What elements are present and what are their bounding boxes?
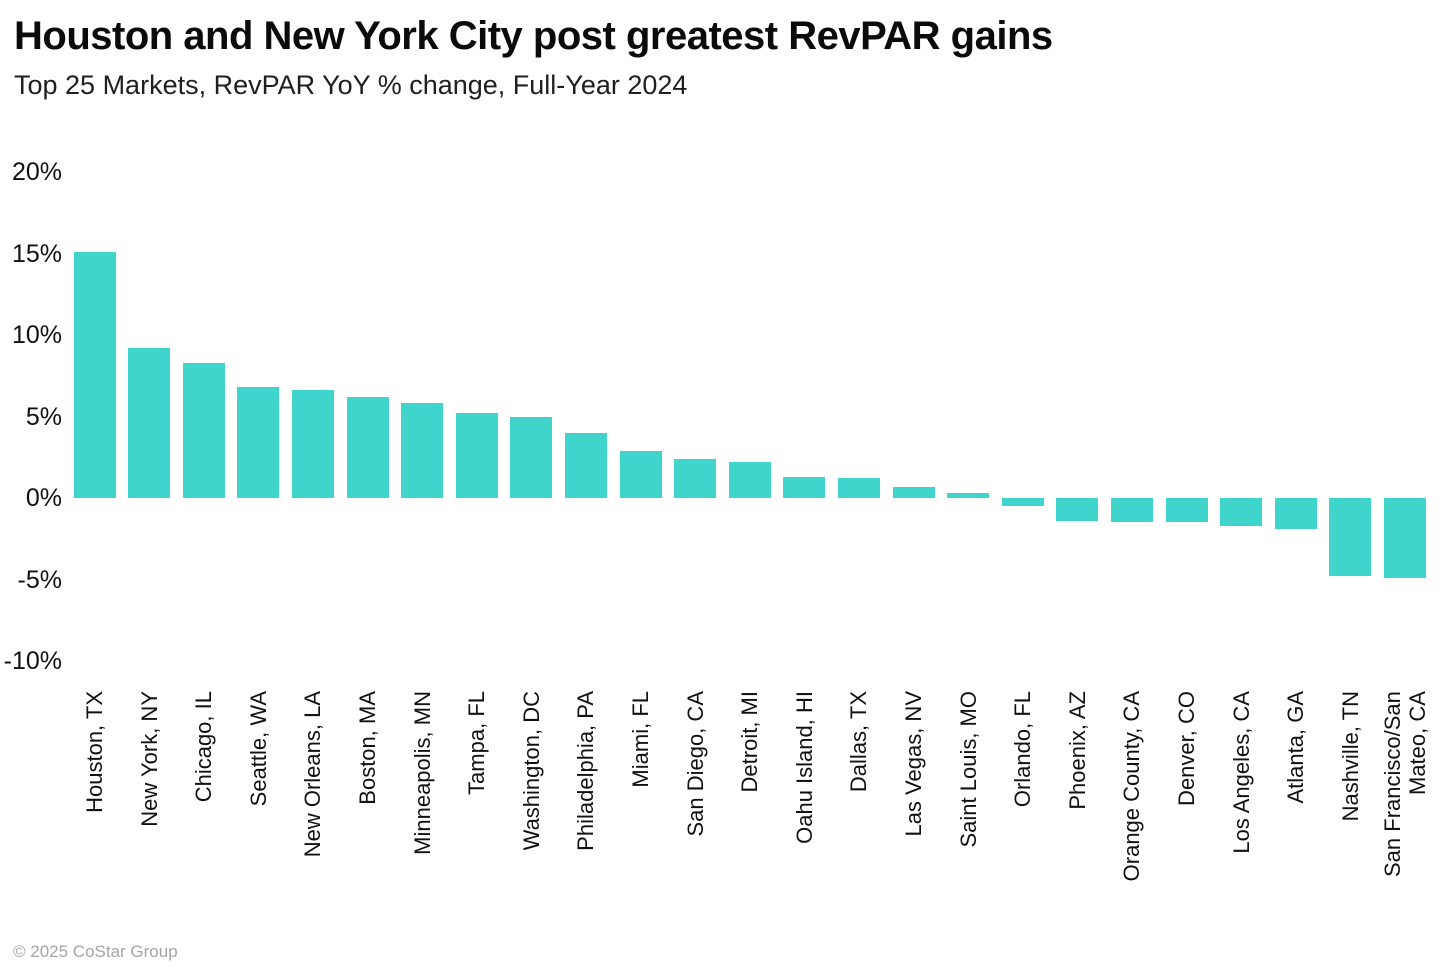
x-axis-category-label: Orange County, CA (1102, 691, 1162, 881)
x-axis-category-label: Houston, TX (65, 691, 125, 813)
x-axis-category-label: Minneapolis, MN (392, 691, 452, 855)
x-axis-category-label-text: Atlanta, GA (1283, 691, 1309, 804)
x-axis-category-label-text: Chicago, IL (191, 691, 217, 803)
bar (564, 432, 607, 498)
x-axis-category-label-text: Boston, MA (355, 691, 380, 805)
copyright-footer: © 2025 CoStar Group (13, 942, 178, 961)
x-axis-category-label: Los Angeles, CA (1211, 691, 1271, 854)
x-axis-category-label: Washington, DC (501, 691, 561, 850)
x-axis-category-label: San Francisco/San Mateo, CA (1375, 691, 1435, 909)
x-axis-category-label: Detroit, MI (720, 691, 780, 792)
bar (728, 462, 771, 498)
x-axis-category-label-text: Washington, DC (518, 691, 544, 851)
bar (619, 450, 662, 498)
x-axis-category-label: Miami, FL (611, 691, 671, 788)
x-axis-category-label-text: Detroit, MI (737, 691, 763, 793)
x-axis-category-label-text: Denver, CO (1174, 691, 1199, 806)
x-axis-category-label: Saint Louis, MO (938, 691, 998, 848)
x-axis-category-label: Atlanta, GA (1266, 691, 1326, 804)
x-axis-category-label: New Orleans, LA (283, 691, 343, 857)
x-axis-category-label-text: Miami, FL (628, 691, 653, 788)
x-axis-category-label-text: Philadelphia, PA (573, 691, 599, 851)
x-axis-category-label: Phoenix, AZ (1047, 691, 1107, 810)
bar (1274, 498, 1317, 529)
bar (1220, 498, 1263, 526)
x-axis-category-label: Orlando, FL (993, 691, 1053, 807)
bar (837, 478, 880, 498)
x-axis-category-label-text: Houston, TX (82, 691, 107, 813)
x-axis-category-label: San Diego, CA (665, 691, 725, 837)
bar (1056, 498, 1099, 521)
bar (783, 476, 826, 498)
bar (73, 251, 116, 498)
x-axis-category-label-text: Orange County, CA (1119, 691, 1145, 882)
x-axis-category-label-text: Saint Louis, MO (955, 691, 981, 848)
y-axis-tick-label: -5% (17, 565, 62, 594)
chart-title: Houston and New York City post greatest … (14, 14, 1053, 58)
x-axis-category-label-text: Tampa, FL (464, 691, 490, 795)
x-axis-category-label-text: Las Vegas, NV (901, 691, 926, 837)
bar (947, 493, 990, 498)
bar (128, 348, 171, 498)
y-axis-tick-label: 0% (25, 484, 62, 512)
x-axis-category-label-text: San Francisco/San Mateo, CA (1379, 691, 1430, 877)
y-axis-tick-label: -10% (3, 647, 62, 675)
bar (892, 486, 935, 498)
x-axis-category-label: Nashville, TN (1320, 691, 1380, 821)
bar (1165, 498, 1208, 523)
x-axis-category-label-text: New York, NY (136, 691, 162, 827)
chart-subtitle: Top 25 Markets, RevPAR YoY % change, Ful… (14, 70, 688, 100)
y-axis-tick-label: 10% (11, 321, 62, 349)
bar (1329, 498, 1372, 577)
x-axis-category-label-text: Phoenix, AZ (1064, 691, 1090, 810)
y-axis-tick-label: 15% (11, 239, 62, 268)
x-axis-category-label: Seattle, WA (228, 691, 288, 806)
bar (346, 396, 389, 498)
y-axis-tick-label: 5% (25, 402, 62, 431)
bar (237, 387, 280, 498)
x-axis-category-label: Dallas, TX (829, 691, 889, 792)
x-axis-category-label: Denver, CO (1157, 691, 1217, 806)
bar (182, 362, 225, 498)
x-axis-category-label-text: New Orleans, LA (300, 691, 326, 858)
x-axis-category-label-text: San Diego, CA (682, 691, 708, 837)
x-axis-category-label: New York, NY (119, 691, 179, 827)
bar (401, 403, 444, 498)
bar (510, 416, 553, 498)
x-axis-category-label: Las Vegas, NV (884, 691, 944, 837)
x-axis-category-label-text: Orlando, FL (1010, 691, 1036, 808)
bar (674, 458, 717, 498)
x-axis-category-label-text: Dallas, TX (846, 691, 872, 793)
x-axis-category-label: Chicago, IL (174, 691, 234, 802)
bar (291, 390, 334, 498)
bar (1110, 498, 1153, 523)
x-axis-category-label: Philadelphia, PA (556, 691, 616, 851)
x-axis-category-label: Tampa, FL (447, 691, 507, 795)
bar (1001, 498, 1044, 507)
x-axis-category-label: Oahu Island, HI (774, 691, 834, 844)
x-axis-category-label: Boston, MA (338, 691, 398, 805)
bar (1383, 498, 1426, 578)
x-axis-category-label-text: Los Angeles, CA (1228, 691, 1254, 854)
x-axis-category-label-text: Oahu Island, HI (791, 691, 817, 844)
x-axis-category-label-text: Minneapolis, MN (409, 691, 435, 855)
x-axis-category-label-text: Nashville, TN (1337, 691, 1363, 822)
y-axis-tick-label: 20% (11, 158, 62, 186)
bar (455, 413, 498, 498)
x-axis-category-label-text: Seattle, WA (245, 691, 271, 807)
